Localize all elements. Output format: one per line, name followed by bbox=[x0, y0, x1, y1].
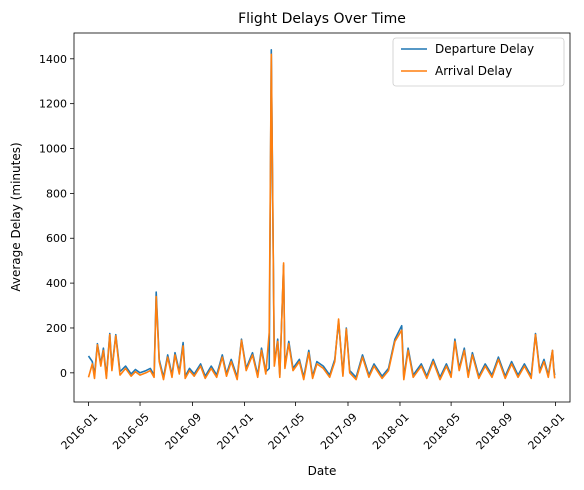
x-tick-label: 2018-09 bbox=[474, 411, 516, 453]
y-tick-label: 0 bbox=[60, 367, 67, 380]
x-tick-label: 2018-01 bbox=[370, 411, 412, 453]
legend: Departure Delay Arrival Delay bbox=[393, 38, 564, 86]
chart-title: Flight Delays Over Time bbox=[238, 11, 406, 27]
y-tick-label: 1400 bbox=[39, 53, 67, 66]
y-tick-label: 1200 bbox=[39, 98, 67, 111]
legend-label-departure: Departure Delay bbox=[435, 42, 534, 56]
y-axis: 0 200 400 600 800 1000 1200 1400 bbox=[39, 53, 74, 380]
x-tick-label: 2017-09 bbox=[318, 411, 360, 453]
plot-area bbox=[89, 50, 555, 380]
x-tick-label: 2016-05 bbox=[110, 411, 152, 453]
x-tick-label: 2018-05 bbox=[421, 411, 463, 453]
plot-frame bbox=[74, 33, 570, 402]
y-tick-label: 400 bbox=[46, 277, 67, 290]
x-tick-label: 2017-01 bbox=[215, 411, 257, 453]
x-axis-label: Date bbox=[308, 464, 337, 478]
x-tick-label: 2019-01 bbox=[526, 411, 568, 453]
y-tick-label: 800 bbox=[46, 187, 67, 200]
series-line-arrival bbox=[89, 54, 555, 379]
y-axis-label: Average Delay (minutes) bbox=[9, 142, 23, 291]
x-tick-label: 2016-01 bbox=[59, 411, 101, 453]
y-tick-label: 600 bbox=[46, 232, 67, 245]
x-tick-label: 2016-09 bbox=[163, 411, 205, 453]
x-axis: 2016-01 2016-05 2016-09 2017-01 2017-05 2017-… bbox=[59, 402, 568, 452]
legend-label-arrival: Arrival Delay bbox=[435, 64, 512, 78]
x-tick-label: 2017-05 bbox=[266, 411, 308, 453]
y-tick-label: 1000 bbox=[39, 143, 67, 156]
y-tick-label: 200 bbox=[46, 322, 67, 335]
